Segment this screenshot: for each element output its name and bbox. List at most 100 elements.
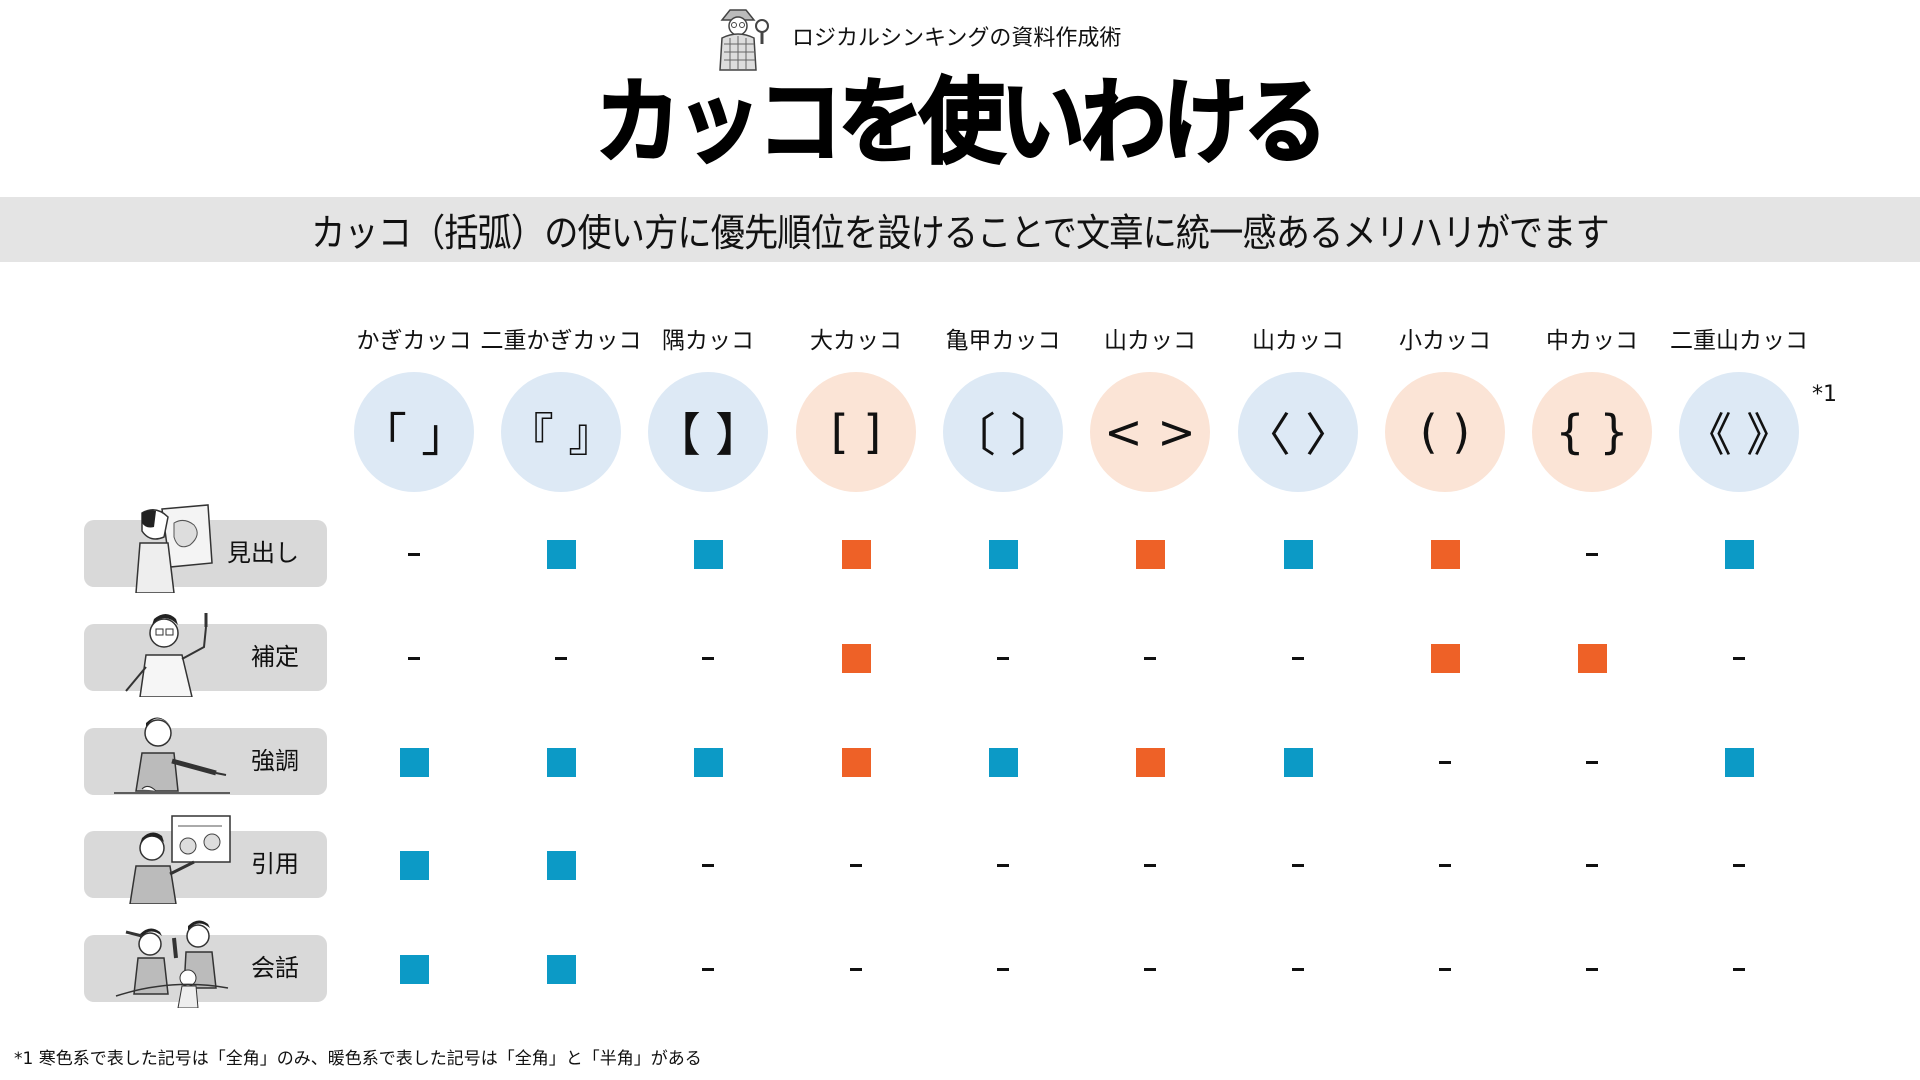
column-label: 山カッコ — [1104, 328, 1196, 354]
column-label: 山カッコ — [1252, 328, 1344, 354]
grid-cell-applicable — [1425, 638, 1465, 678]
grid-cell-applicable — [1130, 742, 1170, 782]
column-label: かぎカッコ — [356, 328, 472, 354]
man-pointing-up-icon — [112, 607, 232, 698]
dash-marker — [555, 656, 567, 660]
bracket-symbol: 〔 〕 — [949, 408, 1057, 462]
grid-cell-applicable — [1719, 534, 1759, 574]
grid-cell-not-applicable — [688, 638, 728, 678]
grid-cell-applicable — [1572, 638, 1612, 678]
grid-cell-not-applicable — [541, 638, 581, 678]
row-header: 見出し — [84, 504, 327, 594]
grid-cell-not-applicable — [1719, 845, 1759, 885]
subtitle: カッコ（括弧）の使い方に優先順位を設けることで文章に統一感あるメリハリがでます — [311, 211, 1610, 255]
dash-marker — [1586, 760, 1598, 764]
dash-marker — [1292, 656, 1304, 660]
cool-marker-square — [988, 539, 1018, 569]
grid-cell-not-applicable — [983, 638, 1023, 678]
grid-cell-not-applicable — [1130, 845, 1170, 885]
column-label: 小カッコ — [1399, 328, 1491, 354]
column-label: 中カッコ — [1546, 328, 1638, 354]
bracket-symbol-bubble: 〈 〉 — [1238, 372, 1358, 492]
bracket-symbol-bubble: 《 》 — [1679, 372, 1799, 492]
row-header: 強調 — [84, 717, 327, 795]
man-presenting-chart-icon — [112, 814, 232, 905]
grid-cell-applicable — [983, 534, 1023, 574]
bracket-symbol: ( ) — [1419, 405, 1471, 459]
bracket-symbol-bubble: < > — [1090, 372, 1210, 492]
bracket-symbol: 〈 〉 — [1244, 408, 1352, 462]
cool-marker-square — [399, 747, 429, 777]
grid-cell-not-applicable — [1425, 949, 1465, 989]
dash-marker — [702, 967, 714, 971]
bracket-symbol-bubble: ( ) — [1385, 372, 1505, 492]
dash-marker — [1144, 656, 1156, 660]
bracket-symbol: 『 』 — [507, 408, 615, 462]
bracket-symbol-bubble: 【 】 — [648, 372, 768, 492]
grid-cell-applicable — [1278, 534, 1318, 574]
grid-cell-not-applicable — [1719, 949, 1759, 989]
dash-marker — [1586, 967, 1598, 971]
warm-marker-square — [1577, 643, 1607, 673]
row-header: 引用 — [84, 815, 327, 905]
dash-marker — [408, 552, 420, 556]
column-label: 二重山カッコ — [1670, 328, 1808, 354]
dash-marker — [1733, 863, 1745, 867]
grid-cell-applicable — [836, 742, 876, 782]
grid-cell-not-applicable — [1278, 949, 1318, 989]
grid-cell-applicable — [836, 534, 876, 574]
cool-marker-square — [546, 747, 576, 777]
warm-marker-square — [841, 643, 871, 673]
dash-marker — [1144, 967, 1156, 971]
grid-cell-not-applicable — [836, 845, 876, 885]
footnote-mark: *1 — [1812, 382, 1837, 407]
dash-marker — [702, 863, 714, 867]
grid-cell-not-applicable — [688, 949, 728, 989]
row-header: 補定 — [84, 613, 327, 698]
grid-cell-not-applicable — [1719, 638, 1759, 678]
cool-marker-square — [1283, 539, 1313, 569]
warm-marker-square — [841, 539, 871, 569]
cool-marker-square — [1724, 747, 1754, 777]
grid-cell-applicable — [1130, 534, 1170, 574]
grid-cell-not-applicable — [1278, 638, 1318, 678]
warm-marker-square — [841, 747, 871, 777]
dash-marker — [1586, 552, 1598, 556]
dash-marker — [850, 863, 862, 867]
grid-cell-not-applicable — [1425, 742, 1465, 782]
grid-cell-not-applicable — [1130, 949, 1170, 989]
dash-marker — [850, 967, 862, 971]
grid-cell-not-applicable — [394, 534, 434, 574]
grid-cell-applicable — [688, 742, 728, 782]
grid-cell-not-applicable — [1130, 638, 1170, 678]
bracket-symbol: 【 】 — [654, 408, 762, 462]
dash-marker — [1733, 967, 1745, 971]
column-label: 隅カッコ — [662, 328, 754, 354]
grid-cell-applicable — [983, 742, 1023, 782]
dash-marker — [1144, 863, 1156, 867]
row-label: 引用 — [251, 850, 299, 878]
grid-cell-not-applicable — [1572, 742, 1612, 782]
row-label: 強調 — [251, 747, 299, 775]
bracket-symbol-bubble: 〔 〕 — [943, 372, 1063, 492]
grid-cell-not-applicable — [1278, 845, 1318, 885]
row-header: 会話 — [84, 920, 327, 1009]
grid-cell-applicable — [1425, 534, 1465, 574]
warm-marker-square — [1135, 747, 1165, 777]
grid-cell-not-applicable — [1572, 845, 1612, 885]
dash-marker — [997, 863, 1009, 867]
grid-cell-applicable — [394, 949, 434, 989]
bracket-symbol: < > — [1104, 405, 1196, 459]
grid-cell-not-applicable — [836, 949, 876, 989]
man-reading-map-icon — [112, 503, 232, 594]
row-label: 補定 — [251, 643, 299, 671]
grid-cell-applicable — [836, 638, 876, 678]
detective-mascot-icon — [708, 4, 772, 72]
dash-marker — [1439, 760, 1451, 764]
grid-cell-not-applicable — [688, 845, 728, 885]
bracket-symbol: { } — [1555, 405, 1629, 459]
column-label: 大カッコ — [810, 328, 902, 354]
bracket-symbol-bubble: [ ] — [796, 372, 916, 492]
warm-marker-square — [1430, 643, 1460, 673]
dash-marker — [1733, 656, 1745, 660]
